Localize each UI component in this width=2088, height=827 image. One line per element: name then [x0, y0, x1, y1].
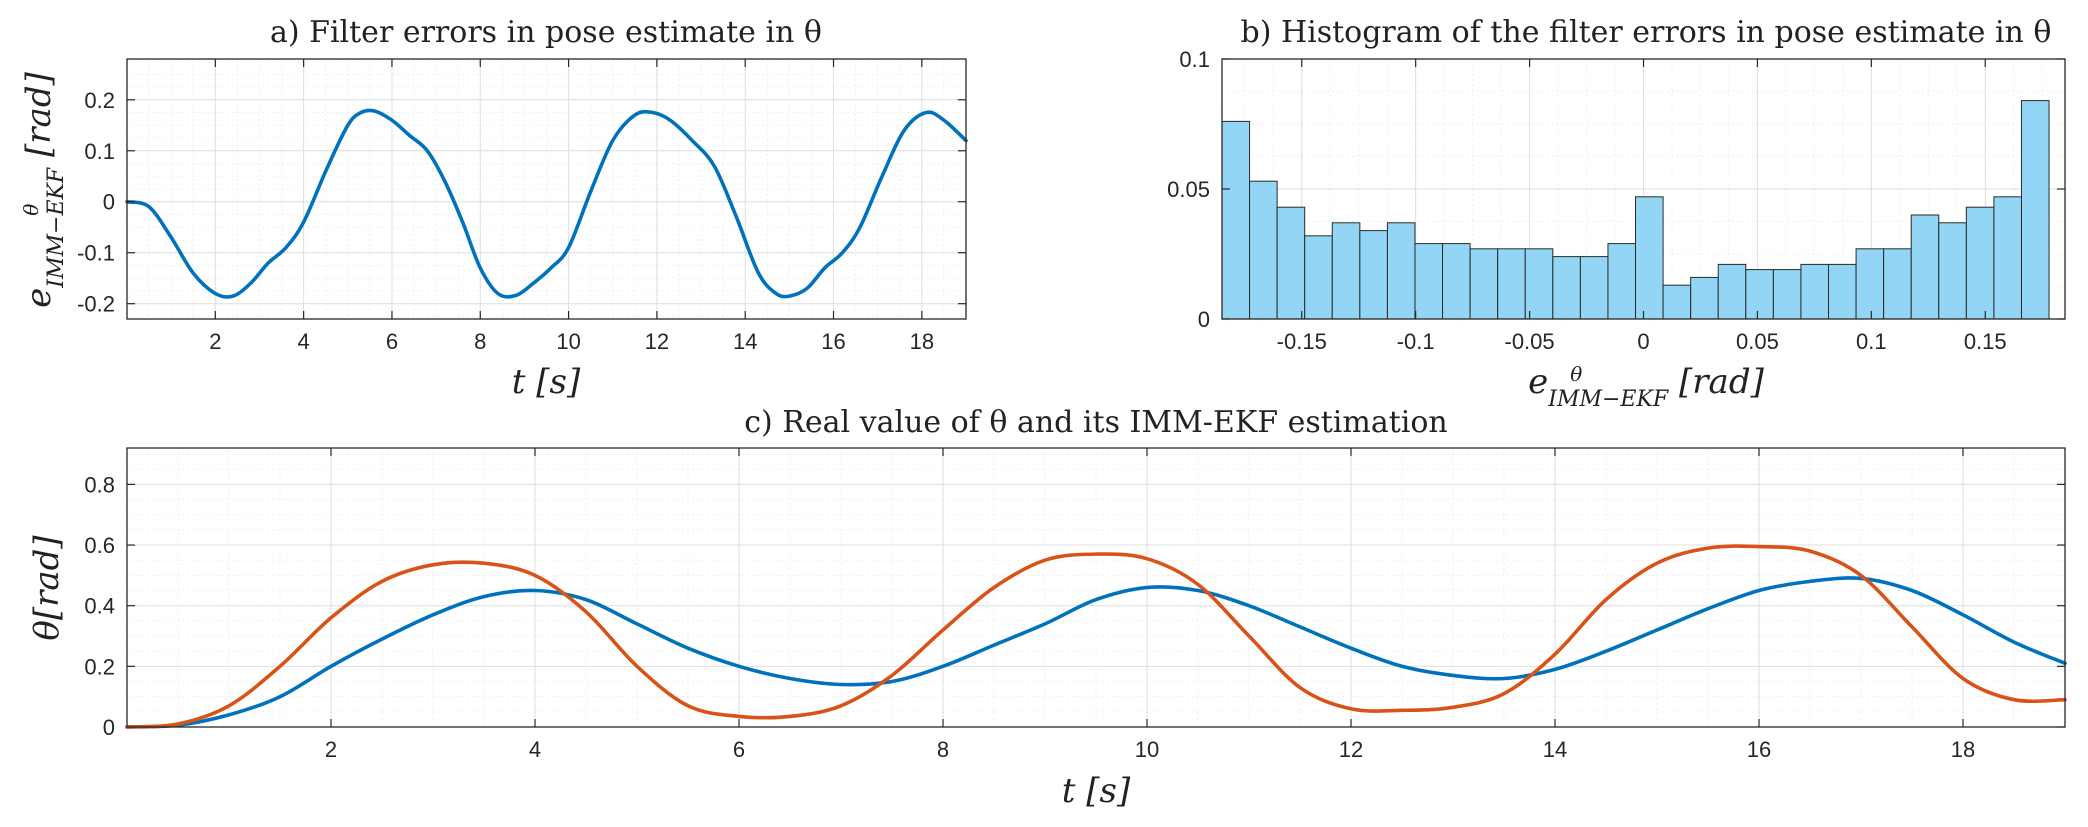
histogram-bar — [1690, 276, 1719, 320]
histogram-bar — [1635, 196, 1664, 320]
y-tick-label: 0.2 — [84, 88, 115, 113]
y-tick-label: -0.1 — [77, 241, 115, 266]
series-line-1 — [125, 576, 2067, 729]
panel-c: c) Real value of θ and its IMM-EKF estim… — [27, 405, 2067, 811]
histogram-bar — [1249, 180, 1278, 320]
histogram-bar — [1469, 248, 1499, 320]
panel-c-axes-box — [126, 447, 2066, 728]
panel-b-ticks: -0.15 -0.1 -0.05 0 0.05 0.1 0.15 0 0.05 0.1 — [1167, 47, 2065, 354]
histogram-bar — [2020, 100, 2050, 320]
panel-a-xlabel: t [s] — [512, 362, 581, 402]
histogram-bar — [1910, 214, 1940, 320]
histogram-bar — [1607, 243, 1637, 320]
x-tick-label: 8 — [474, 329, 486, 354]
panel-b-title: b) Histogram of the filter errors in pos… — [1241, 15, 2052, 50]
histogram-bar — [1304, 235, 1333, 320]
y-tick-label: 0.2 — [84, 654, 115, 679]
histogram-bar — [1414, 243, 1444, 320]
histogram-bar — [1331, 222, 1361, 320]
panel-a-axes-box — [126, 58, 967, 320]
y-tick-label: 0 — [103, 190, 115, 215]
panel-b-axes-box — [1221, 58, 2066, 320]
panel-b-plot — [1221, 100, 2050, 320]
x-tick-label: 0.15 — [1964, 329, 2007, 354]
x-tick-label: 18 — [1951, 737, 1975, 762]
y-tick-label: 0.1 — [1179, 47, 1210, 72]
x-tick-label: 0 — [1637, 329, 1649, 354]
y-tick-label: 0 — [1198, 307, 1210, 332]
x-tick-label: 14 — [1543, 737, 1567, 762]
y-tick-label: 0.1 — [84, 139, 115, 164]
x-tick-label: -0.1 — [1397, 329, 1435, 354]
histogram-bar — [1772, 269, 1802, 320]
histogram-bar — [1717, 263, 1747, 320]
y-tick-label: 0 — [103, 715, 115, 740]
panel-b-xlabel: eIMM−EKFθ [rad] — [1528, 362, 1764, 412]
panel-c-title: c) Real value of θ and its IMM-EKF estim… — [744, 405, 1448, 440]
histogram-bar — [1993, 196, 2022, 320]
histogram-bar — [1965, 206, 1995, 320]
x-tick-label: 14 — [733, 329, 757, 354]
x-tick-label: 10 — [556, 329, 580, 354]
x-tick-label: 12 — [1339, 737, 1363, 762]
y-tick-label: 0.05 — [1167, 177, 1210, 202]
series-line-1 — [125, 108, 968, 299]
histogram-bar — [1745, 269, 1774, 320]
x-tick-label: 4 — [529, 737, 541, 762]
x-tick-label: 2 — [209, 329, 221, 354]
histogram-bar — [1883, 248, 1912, 320]
histogram-bar — [1221, 120, 1251, 320]
x-tick-label: 6 — [733, 737, 745, 762]
x-tick-label: 0.1 — [1856, 329, 1887, 354]
panel-c-xlabel: t [s] — [1062, 771, 1131, 811]
panel-c-ylabel: θ[rad] — [27, 535, 67, 641]
histogram-bar — [1497, 248, 1526, 320]
panel-a-title: a) Filter errors in pose estimate in θ — [270, 15, 822, 50]
x-tick-label: 16 — [1747, 737, 1771, 762]
x-tick-label: 18 — [910, 329, 934, 354]
panel-b: b) Histogram of the filter errors in pos… — [1167, 15, 2066, 412]
histogram-bar — [1552, 256, 1581, 320]
x-tick-label: 12 — [645, 329, 669, 354]
y-tick-label: -0.2 — [77, 292, 115, 317]
x-tick-label: 8 — [937, 737, 949, 762]
histogram-bar — [1800, 263, 1830, 320]
histogram-bar — [1524, 248, 1554, 320]
panel-c-ticks: 2 4 6 8 10 12 14 16 18 0 0.2 0.4 0.6 0.8 — [84, 448, 2065, 762]
x-tick-label: -0.05 — [1505, 329, 1555, 354]
histogram-bar — [1828, 263, 1857, 320]
histogram-bar — [1442, 243, 1471, 320]
series-line-2 — [125, 544, 2067, 729]
x-tick-label: 16 — [821, 329, 845, 354]
y-tick-label: 0.6 — [84, 533, 115, 558]
x-tick-label: -0.15 — [1277, 329, 1327, 354]
x-tick-label: 2 — [325, 737, 337, 762]
panel-a-ylabel: eIMM−EKFθ [rad] — [19, 71, 69, 307]
histogram-bar — [1938, 222, 1967, 320]
x-tick-label: 6 — [386, 329, 398, 354]
x-tick-label: 10 — [1135, 737, 1159, 762]
x-tick-label: 0.05 — [1736, 329, 1779, 354]
histogram-bar — [1662, 284, 1692, 320]
histogram-bar — [1855, 248, 1885, 320]
histogram-bar — [1276, 206, 1306, 320]
panel-a-plot — [125, 108, 968, 299]
x-tick-label: 4 — [298, 329, 310, 354]
histogram-bar — [1579, 256, 1609, 320]
histogram-bar — [1359, 230, 1388, 320]
y-tick-label: 0.4 — [84, 594, 115, 619]
panel-c-plot — [125, 544, 2067, 729]
panel-a-ticks: 2 4 6 8 10 12 14 16 18 -0.2 -0.1 0 0.1 0.2 — [77, 59, 966, 354]
panel-a: a) Filter errors in pose estimate in θ 2… — [19, 15, 968, 402]
histogram-bar — [1386, 222, 1416, 320]
y-tick-label: 0.8 — [84, 472, 115, 497]
